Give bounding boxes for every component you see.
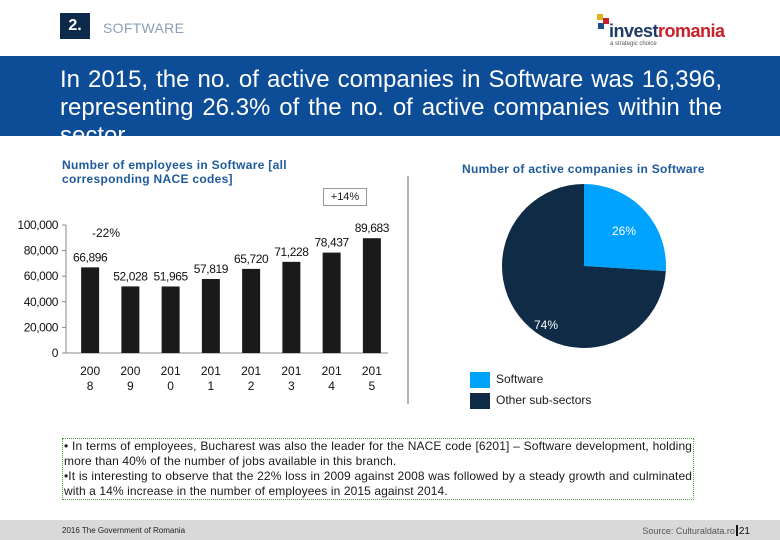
x-tick-label: 201 2 <box>241 364 261 393</box>
chart-divider <box>407 176 409 404</box>
growth-annotation-box: +14% <box>323 188 367 206</box>
x-tick-label: 201 1 <box>201 364 221 393</box>
logo-text-accent: romania <box>658 21 725 41</box>
bar-value-label: 66,896 <box>73 250 108 264</box>
companies-pie-chart <box>502 184 666 348</box>
y-tick-label: 40,000 <box>24 295 59 309</box>
section-number-badge: 2. <box>60 13 90 39</box>
y-tick-label: 20,000 <box>24 320 59 334</box>
legend-item-software: Software <box>470 370 670 391</box>
employees-chart-title: Number of employees in Software [all cor… <box>62 158 287 186</box>
bar-6 <box>322 252 341 353</box>
employees-bar-chart: 0 20,000 40,000 60,000 80,000 100,000 66,896 20… <box>17 218 390 393</box>
pie-slice-0 <box>584 184 666 272</box>
bar-4 <box>242 268 261 353</box>
bar-3 <box>201 278 220 353</box>
y-tick-label: 100,000 <box>17 218 58 232</box>
logo-text: investromania <box>609 21 725 42</box>
bar-1 <box>121 286 140 353</box>
x-tick-label: 201 0 <box>161 364 181 393</box>
x-tick-label: 200 8 <box>80 364 100 393</box>
footer-source: Source: Culturaldata.ro 21 <box>590 525 750 537</box>
bar-0 <box>81 267 100 353</box>
x-tick-label: 201 5 <box>362 364 382 393</box>
legend-swatch-software <box>470 372 490 388</box>
footer-bar: 2016 The Government of Romania Source: C… <box>0 520 780 540</box>
logo-tagline: a strategic choice <box>610 41 657 47</box>
bar-value-label: 65,720 <box>234 252 269 266</box>
bar-value-label: 89,683 <box>355 221 390 235</box>
legend-swatch-other <box>470 393 490 409</box>
footer-source-text: Source: Culturaldata.ro <box>642 526 735 536</box>
bar-value-label: 57,819 <box>194 262 229 276</box>
y-tick-label: 60,000 <box>24 269 59 283</box>
pie-value-label: 74% <box>534 318 559 332</box>
legend-label-software: Software <box>496 372 544 386</box>
note-paragraph: •It is interesting to observe that the 2… <box>64 469 692 498</box>
headline-banner: In 2015, the no. of active companies in … <box>0 56 780 136</box>
pie-value-label: 26% <box>612 224 637 238</box>
x-tick-label: 200 9 <box>120 364 140 393</box>
investromania-logo: investromania a strategic choice <box>597 14 737 48</box>
bar-2 <box>161 286 180 353</box>
companies-chart-title: Number of active companies in Software <box>462 162 705 176</box>
x-tick-label: 201 4 <box>322 364 342 393</box>
decline-annotation: -22% <box>92 226 120 240</box>
section-title: SOFTWARE <box>103 20 185 36</box>
bar-value-label: 71,228 <box>274 245 309 259</box>
legend-item-other: Other sub-sectors <box>470 391 670 412</box>
y-tick-label: 80,000 <box>24 244 59 258</box>
pie-legend: Software Other sub-sectors <box>470 370 670 412</box>
page-number: 21 <box>738 526 750 537</box>
logo-mark-icon <box>597 14 609 32</box>
headline-text: In 2015, the no. of active companies in … <box>60 66 722 136</box>
pie-slice-1 <box>502 184 666 348</box>
footer-copyright: 2016 The Government of Romania <box>62 526 186 535</box>
y-tick-label: 0 <box>52 346 59 360</box>
bar-value-label: 51,965 <box>153 269 188 283</box>
note-paragraph: • In terms of employees, Bucharest was a… <box>64 439 692 468</box>
bar-5 <box>282 261 301 353</box>
logo-text-main: invest <box>609 21 659 41</box>
bar-value-label: 52,028 <box>113 269 148 283</box>
x-tick-label: 201 3 <box>281 364 301 393</box>
notes-box: • In terms of employees, Bucharest was a… <box>62 438 694 500</box>
legend-label-other: Other sub-sectors <box>496 393 592 407</box>
bar-value-label: 78,437 <box>314 236 349 250</box>
bar-7 <box>362 238 381 353</box>
